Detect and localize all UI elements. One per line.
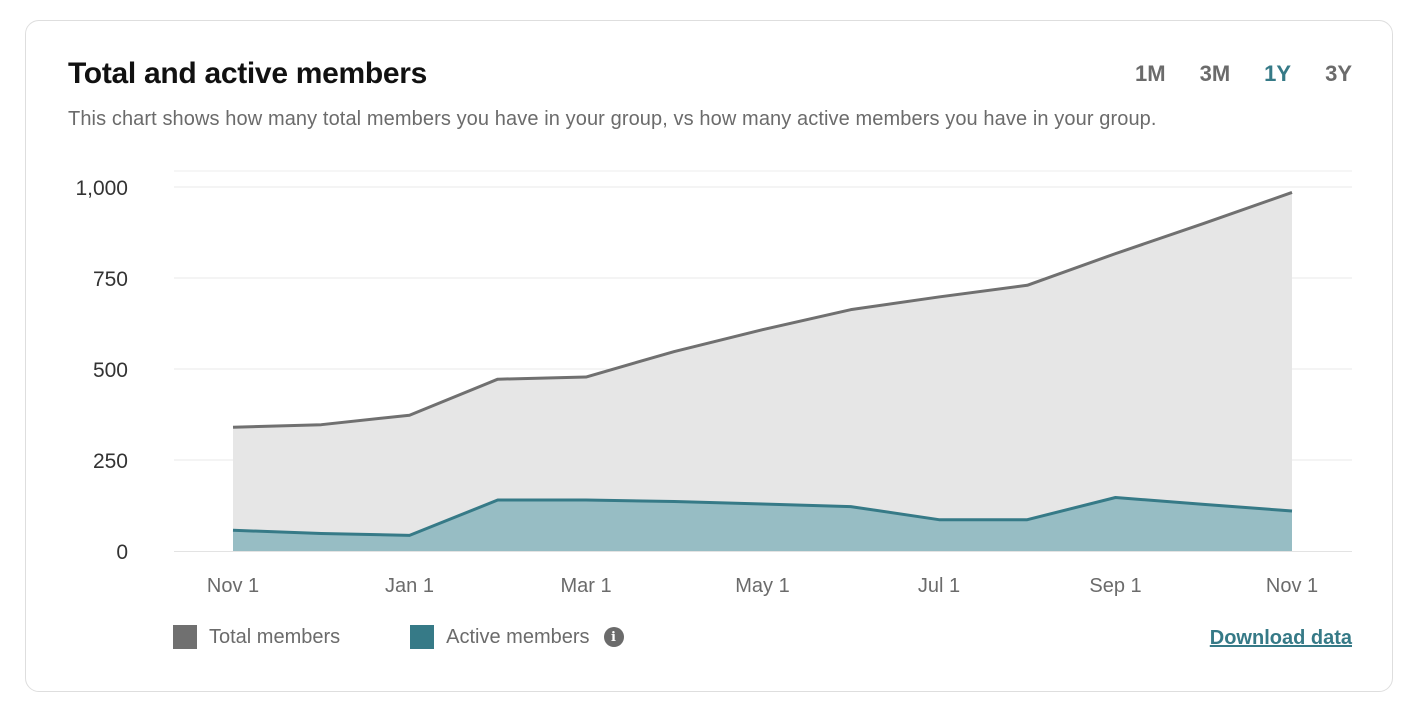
x-tick-label-6: Nov 1: [1266, 575, 1318, 597]
y-tick-label-1: 250: [93, 450, 128, 473]
range-1m[interactable]: 1M: [1135, 61, 1166, 86]
active-members-line: [232, 495, 1293, 537]
total-members-area: [233, 192, 1292, 551]
total-members-line: [232, 191, 1293, 429]
legend-label-active: Active members: [446, 625, 590, 648]
chart-subtitle: This chart shows how many total members …: [68, 108, 1157, 130]
legend-swatch-active: [410, 625, 435, 649]
range-3y[interactable]: 3Y: [1325, 61, 1352, 86]
y-tick-label-0: 0: [116, 541, 128, 564]
legend-item-active: Active members i: [410, 625, 624, 649]
x-tick-label-4: Jul 1: [918, 575, 960, 597]
x-tick-label-3: May 1: [735, 575, 789, 597]
chart-title: Total and active members: [68, 57, 428, 90]
range-3m[interactable]: 3M: [1199, 61, 1231, 86]
x-tick-label-2: Mar 1: [560, 575, 611, 597]
legend-swatch-total: [173, 625, 197, 649]
legend-item-total: Total members: [173, 625, 340, 649]
info-icon[interactable]: i: [603, 627, 624, 647]
y-tick-label-3: 750: [93, 268, 128, 291]
range-1y[interactable]: 1Y: [1264, 61, 1292, 86]
x-tick-label-1: Jan 1: [385, 575, 434, 597]
time-range-selector: 1M 3M 1Y 3Y: [1135, 60, 1352, 88]
chart-legend: Total members Active members i: [173, 625, 694, 649]
x-tick-label-5: Sep 1: [1089, 575, 1141, 597]
x-tick-label-0: Nov 1: [207, 575, 259, 597]
y-tick-label-4: 1,000: [75, 177, 128, 200]
y-tick-label-2: 500: [93, 359, 128, 382]
download-data-link[interactable]: Download data: [1209, 627, 1352, 649]
active-members-area: [233, 497, 1292, 551]
legend-label-total: Total members: [209, 625, 341, 648]
